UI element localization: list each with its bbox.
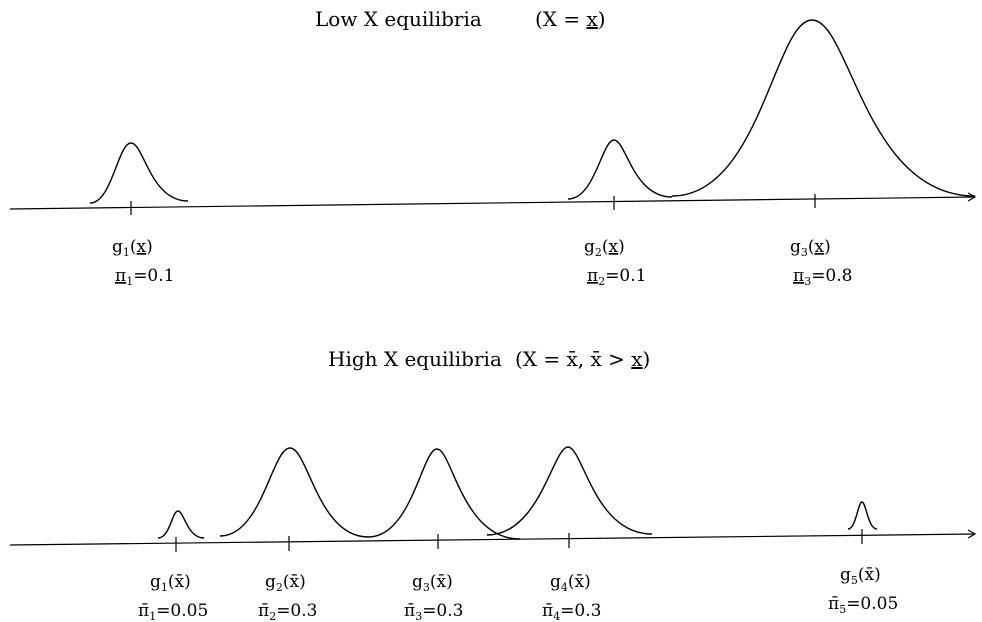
svg-text:g2(x̄): g2(x̄) — [265, 572, 306, 594]
high-density-curve-4 — [486, 446, 653, 536]
svg-text:g1(x): g1(x) — [112, 237, 153, 259]
svg-text:π̄2=0.3: π̄2=0.3 — [258, 601, 317, 622]
high-label-3: g3(x̄) π̄3=0.3 — [404, 572, 463, 622]
low-panel-title: Low X equilibria — [315, 7, 482, 31]
svg-text:π̄1=0.05: π̄1=0.05 — [138, 601, 208, 622]
svg-text:g2(x): g2(x) — [584, 237, 625, 259]
low-density-curve-2 — [567, 139, 673, 200]
high-label-2: g2(x̄) π̄2=0.3 — [258, 572, 317, 622]
high-panel-title-equation: (X = x̄, x̄ > x) — [515, 347, 650, 371]
low-density-curve-1 — [89, 142, 189, 204]
svg-text:g4(x̄): g4(x̄) — [550, 572, 591, 594]
high-label-4: g4(x̄) π̄4=0.3 — [542, 572, 601, 622]
high-label-5: g5(x̄) π̄5=0.05 — [828, 565, 898, 616]
low-density-curve-3 — [671, 19, 976, 197]
high-density-curve-2 — [219, 447, 369, 538]
low-panel-title-equation: (X = x) — [535, 7, 606, 31]
svg-text:g1(x̄): g1(x̄) — [150, 572, 191, 594]
low-axis-line — [9, 196, 976, 210]
high-axis-arrowhead — [967, 529, 977, 539]
svg-text:π̄5=0.05: π̄5=0.05 — [828, 594, 898, 616]
high-density-curve-5 — [847, 501, 878, 530]
svg-text:g5(x̄): g5(x̄) — [840, 565, 881, 587]
high-label-1: g1(x̄) π̄1=0.05 — [138, 572, 208, 622]
high-density-curve-3 — [367, 448, 521, 540]
svg-text:g3(x): g3(x) — [790, 237, 831, 259]
svg-text:π3=0.8: π3=0.8 — [793, 266, 852, 288]
high-density-curve-1 — [157, 510, 205, 539]
low-axis-arrowhead — [967, 192, 977, 202]
svg-text:π1=0.1: π1=0.1 — [115, 266, 174, 288]
high-axis-line — [9, 533, 976, 546]
low-label-3: g3(x) π3=0.8 — [790, 237, 852, 288]
high-panel-title: High X equilibria — [328, 347, 502, 371]
svg-text:g3(x̄): g3(x̄) — [412, 572, 453, 594]
svg-text:π̄4=0.3: π̄4=0.3 — [542, 601, 601, 622]
low-label-2: g2(x) π2=0.1 — [584, 237, 646, 288]
svg-text:π̄3=0.3: π̄3=0.3 — [404, 601, 463, 622]
low-label-1: g1(x) π1=0.1 — [112, 237, 174, 288]
svg-text:π2=0.1: π2=0.1 — [587, 266, 646, 288]
